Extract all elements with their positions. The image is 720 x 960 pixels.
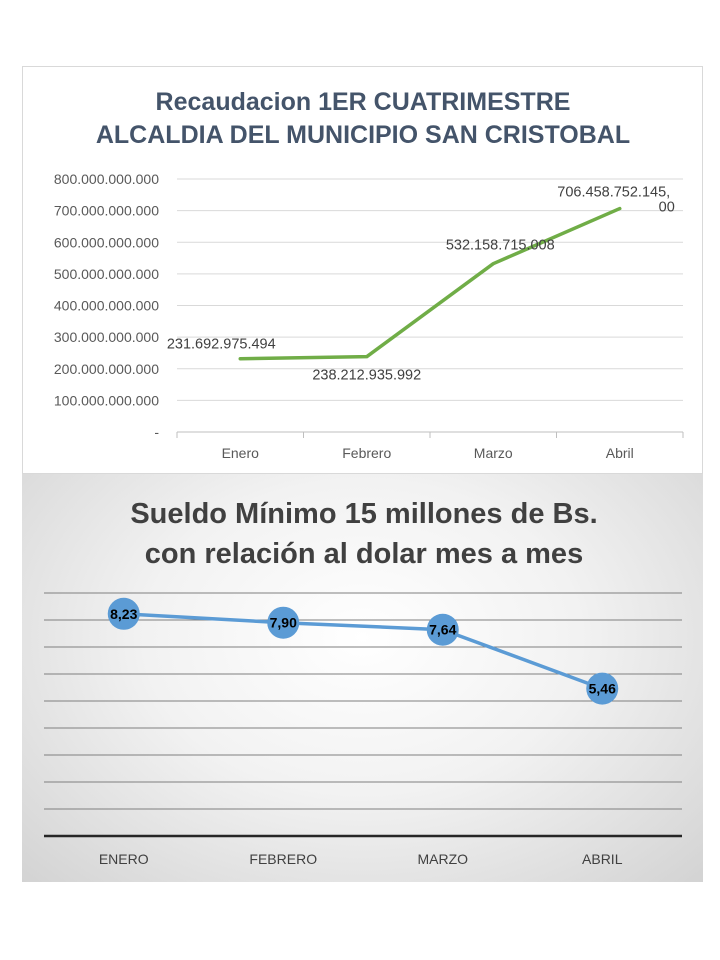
y-tick-label: 300.000.000.000 (54, 329, 159, 345)
x-tick-label: Enero (222, 445, 260, 461)
y-tick-label: 800.000.000.000 (54, 171, 159, 187)
x-tick-label: Marzo (474, 445, 513, 461)
y-tick-label: 400.000.000.000 (54, 298, 159, 314)
chart-title-line: con relación al dolar mes a mes (145, 538, 583, 570)
salary-chart: Sueldo Mínimo 15 millones de Bs. con rela… (44, 498, 682, 867)
revenue-chart: Recaudacion 1ER CUATRIMESTRE ALCALDIA DEL… (54, 88, 684, 461)
data-label: 532.158.715.008 (446, 238, 555, 254)
x-tick-label: ABRIL (582, 851, 623, 867)
data-marker (267, 606, 300, 639)
chart-title-line: Sueldo Mínimo 15 millones de Bs. (130, 498, 597, 530)
y-tick-label: - (154, 424, 159, 440)
y-tick-label: 500.000.000.000 (54, 266, 159, 282)
x-tick-label: MARZO (417, 851, 468, 867)
salary-chart-panel: Sueldo Mínimo 15 millones de Bs. con rela… (22, 474, 703, 882)
series-line (238, 206, 622, 361)
x-tick-label: FEBRERO (249, 851, 317, 867)
x-tick-label: Abril (606, 445, 634, 461)
data-marker (426, 613, 459, 646)
x-tick-label: ENERO (99, 851, 149, 867)
data-label: 5,46 (589, 681, 616, 697)
data-label: 8,23 (110, 606, 137, 622)
data-label: 706.458.752.145, 00 (557, 185, 675, 216)
y-tick-label: 100.000.000.000 (54, 392, 159, 408)
y-tick-label: 200.000.000.000 (54, 361, 159, 377)
chart-title-line: ALCALDIA DEL MUNICIPIO SAN CRISTOBAL (96, 121, 630, 149)
data-marker (586, 672, 619, 705)
data-marker (107, 597, 140, 630)
data-label: 231.692.975.494 (167, 337, 276, 353)
data-label: 7,64 (429, 622, 456, 638)
chart-title-line: Recaudacion 1ER CUATRIMESTRE (156, 88, 571, 116)
y-tick-label: 700.000.000.000 (54, 203, 159, 219)
revenue-chart-panel: Recaudacion 1ER CUATRIMESTRE ALCALDIA DEL… (22, 66, 703, 474)
series-line (123, 612, 603, 691)
data-label: 7,90 (270, 615, 297, 631)
y-tick-label: 600.000.000.000 (54, 234, 159, 250)
data-label: 238.212.935.992 (312, 368, 421, 384)
x-tick-label: Febrero (342, 445, 391, 461)
